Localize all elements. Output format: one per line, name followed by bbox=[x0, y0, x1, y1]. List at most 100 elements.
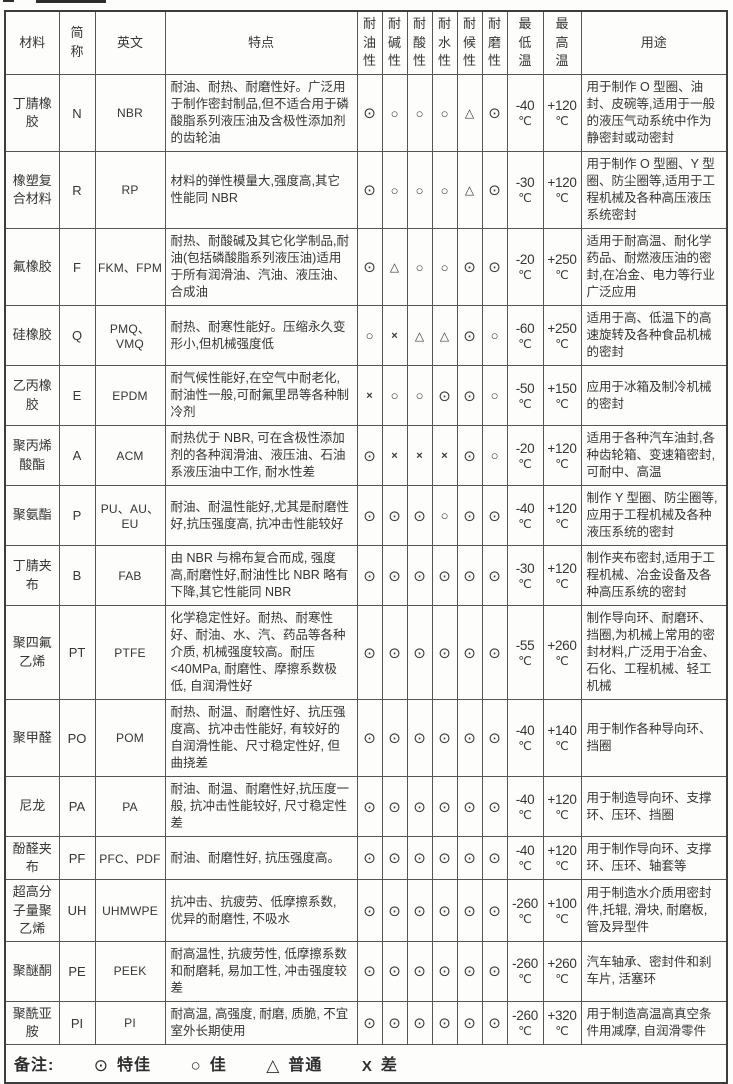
cell-english: EPDM bbox=[94, 365, 166, 426]
cell-weather-resistance: ⊙ bbox=[456, 835, 483, 881]
header-min-temp: 最低温 bbox=[506, 10, 544, 75]
cell-english: FKM、FPM bbox=[94, 228, 166, 306]
cell-weather-resistance: ⊙ bbox=[456, 699, 483, 777]
cell-features: 耐高温性, 抗疲劳性, 低摩擦系数和耐磨耗, 易加工性, 冲击强度较差 bbox=[164, 940, 358, 1002]
cell-features: 耐气候性能好,在空气中耐老化,耐油性一般,可耐氟里昂等各种制冷剂 bbox=[164, 365, 358, 426]
cell-acid-resistance: ⊙ bbox=[406, 776, 433, 837]
header-oil-resistance-text: 耐油性 bbox=[362, 15, 376, 69]
table-row: 橡塑复合材料 R RP 材料的弹性模量大,强度高,其它性能同 NBR ⊙ ○ ○… bbox=[4, 151, 728, 229]
cell-english: PTFE bbox=[94, 605, 166, 700]
cell-max-temp: +260 ℃ bbox=[542, 940, 582, 1002]
cell-wear-resistance: ⊙ bbox=[481, 605, 508, 700]
temp-unit: ℃ bbox=[555, 1024, 569, 1039]
max-temp-value: +100 bbox=[547, 895, 577, 911]
cell-material: 橡塑复合材料 bbox=[4, 151, 60, 229]
cell-alkali-resistance: ⊙ bbox=[381, 605, 408, 700]
cell-alkali-resistance: × bbox=[381, 425, 408, 486]
header-wear-resistance: 耐磨性 bbox=[481, 10, 508, 75]
temp-unit: ℃ bbox=[518, 1024, 532, 1039]
cell-wear-resistance: ○ bbox=[481, 365, 508, 426]
cell-min-temp: -40 ℃ bbox=[506, 699, 544, 777]
cell-oil-resistance: × bbox=[356, 365, 383, 426]
cell-weather-resistance: ⊙ bbox=[456, 425, 483, 486]
cell-abbr: UH bbox=[58, 879, 96, 942]
cell-features: 耐热优于 NBR, 可在含极性添加剂的各种润滑油、液压油、石油系液压油中工作, … bbox=[164, 425, 358, 486]
cell-oil-resistance: ⊙ bbox=[356, 151, 383, 229]
cell-wear-resistance: ⊙ bbox=[481, 835, 508, 881]
cell-oil-resistance: ⊙ bbox=[356, 425, 383, 486]
temp-unit: ℃ bbox=[555, 807, 569, 822]
header-abbr-text: 简称 bbox=[70, 25, 84, 59]
min-temp-value: -260 bbox=[512, 956, 538, 972]
max-temp-value: +120 bbox=[547, 560, 577, 576]
cell-water-resistance: ○ bbox=[431, 74, 458, 152]
cell-material: 丁腈橡胶 bbox=[4, 74, 60, 152]
cell-min-temp: -260 ℃ bbox=[506, 879, 544, 942]
cell-alkali-resistance: ⊙ bbox=[381, 879, 408, 942]
cell-wear-resistance: ⊙ bbox=[481, 1000, 508, 1046]
temp-unit: ℃ bbox=[555, 576, 569, 591]
cell-english: UHMWPE bbox=[94, 879, 166, 942]
materials-table-body: 丁腈橡胶 N NBR 耐油、耐热、耐磨性好。广泛用于制作密封制品,但不适合用于磷… bbox=[4, 74, 728, 1046]
cell-water-resistance: ⊙ bbox=[431, 699, 458, 777]
cell-features: 耐油、耐温、耐磨性好,抗压度一般, 抗冲击性能较好, 尺寸稳定性差 bbox=[164, 776, 358, 837]
cell-water-resistance: ⊙ bbox=[431, 835, 458, 881]
cell-wear-resistance: ○ bbox=[481, 305, 508, 366]
cell-abbr: PI bbox=[58, 1000, 96, 1046]
cell-weather-resistance: △ bbox=[456, 74, 483, 152]
cell-usage: 用于制造高温高真空条件用减摩, 自润滑零件 bbox=[580, 1000, 728, 1046]
cell-abbr: PF bbox=[58, 835, 96, 881]
header-weather-resistance: 耐候性 bbox=[456, 10, 483, 75]
legend-item-excellent: ⊙ 特佳 bbox=[93, 1056, 151, 1076]
cell-abbr: Q bbox=[58, 305, 96, 366]
cell-alkali-resistance: ⊙ bbox=[381, 699, 408, 777]
table-row: 聚酰亚胺 PI PI 耐高温, 高强度, 耐磨, 质脆, 不宜室外长期使用 ⊙ … bbox=[4, 1000, 728, 1046]
cell-max-temp: +120 ℃ bbox=[542, 776, 582, 837]
cell-wear-resistance: ⊙ bbox=[481, 485, 508, 546]
materials-properties-table: 材料 简称 英文 特点 耐油性 耐碱性 耐酸性 耐水性 耐候性 耐磨性 最低温 … bbox=[4, 10, 728, 1084]
temp-unit: ℃ bbox=[518, 456, 532, 471]
cell-usage: 制作夹布密封,适用于工程机械、冶金设备及各种高压系统的密封 bbox=[580, 545, 728, 606]
cell-max-temp: +120 ℃ bbox=[542, 74, 582, 152]
temp-unit: ℃ bbox=[555, 739, 569, 753]
cell-usage: 制作导向环、耐磨环、挡圈,为机械上常用的密封材料,广泛用于冶金、石化、工程机械、… bbox=[580, 605, 728, 700]
cell-english: PI bbox=[94, 1000, 166, 1046]
cell-abbr: B bbox=[58, 545, 96, 606]
min-temp-value: -60 bbox=[515, 320, 535, 336]
table-row: 丁腈夹布 B FAB 由 NBR 与棉布复合而成, 强度高,耐磨性好,耐油性比 … bbox=[4, 545, 728, 606]
temp-unit: ℃ bbox=[555, 336, 569, 351]
excellent-symbol-icon: ⊙ bbox=[93, 1056, 110, 1076]
cell-wear-resistance: ○ bbox=[481, 425, 508, 486]
min-temp-value: -260 bbox=[512, 895, 538, 911]
cell-features: 耐油、耐热、耐磨性好。广泛用于制作密封制品,但不适合用于磷酸脂系列液压油及含极性… bbox=[164, 74, 358, 152]
temp-unit: ℃ bbox=[518, 576, 532, 591]
cell-oil-resistance: ⊙ bbox=[356, 605, 383, 700]
cell-english: PA bbox=[94, 776, 166, 837]
max-temp-value: +120 bbox=[547, 791, 577, 807]
temp-unit: ℃ bbox=[518, 191, 532, 205]
cell-weather-resistance: ⊙ bbox=[456, 879, 483, 942]
min-temp-value: -50 bbox=[515, 380, 535, 396]
max-temp-value: +250 bbox=[547, 320, 577, 336]
cell-max-temp: +120 ℃ bbox=[542, 835, 582, 881]
table-row: 聚醚酮 PE PEEK 耐高温性, 抗疲劳性, 低摩擦系数和耐磨耗, 易加工性,… bbox=[4, 940, 728, 1002]
cell-water-resistance: ⊙ bbox=[431, 365, 458, 426]
table-row: 硅橡胶 Q PMQ、VMQ 耐热、耐寒性能好。压缩永久变形小,但机械强度低 ○ … bbox=[4, 305, 728, 366]
cell-wear-resistance: ⊙ bbox=[481, 699, 508, 777]
cell-usage: 用于制作 O 型圈、油封、皮碗等,适用于一般的液压气动系统中作为静密封或动密封 bbox=[580, 74, 728, 152]
header-max-temp: 最高温 bbox=[542, 10, 582, 75]
min-temp-value: -30 bbox=[515, 560, 535, 576]
cell-english: FAB bbox=[94, 545, 166, 606]
legend-item-good: ○ 佳 bbox=[191, 1056, 227, 1075]
cell-usage: 适用于耐高温、耐化学药品、耐燃液压油的密封,在冶金、电力等行业广泛应用 bbox=[580, 228, 728, 306]
cell-acid-resistance: ○ bbox=[406, 365, 433, 426]
cell-features: 耐热、耐温、耐磨性好、抗压强度高、抗冲击性能好, 有较好的自润滑性能、尺寸稳定性… bbox=[164, 699, 358, 777]
cell-oil-resistance: ⊙ bbox=[356, 879, 383, 942]
min-temp-value: -40 bbox=[515, 723, 535, 738]
cell-wear-resistance: ⊙ bbox=[481, 228, 508, 306]
cell-min-temp: -40 ℃ bbox=[506, 776, 544, 837]
cell-abbr: PO bbox=[58, 699, 96, 777]
temp-unit: ℃ bbox=[555, 653, 569, 668]
header-acid-resistance: 耐酸性 bbox=[406, 10, 433, 75]
cell-material: 聚甲醛 bbox=[4, 699, 60, 777]
